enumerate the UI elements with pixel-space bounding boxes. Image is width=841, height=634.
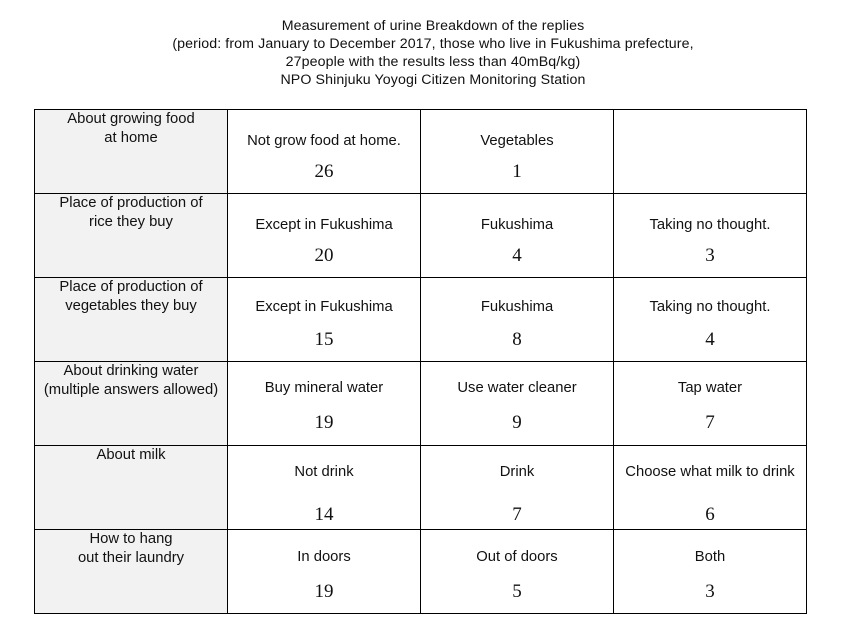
answer-cell: Both 3 [613, 529, 807, 614]
answer-count: 14 [314, 504, 334, 525]
answer-label: Buy mineral water [264, 380, 384, 396]
question-text: vegetables they buy [65, 298, 197, 314]
question-cell: About milk [34, 445, 228, 530]
answer-cell: Tap water 7 [613, 361, 807, 446]
header-sample: 27people with the results less than 40mB… [285, 54, 581, 70]
survey-table: About growing food at home Not grow food… [34, 109, 807, 614]
answer-cell: Except in Fukushima 20 [227, 193, 421, 278]
answer-count: 4 [705, 329, 715, 350]
answer-cell-empty [613, 109, 807, 194]
answer-label: Drink [499, 464, 535, 480]
answer-cell: Taking no thought. 3 [613, 193, 807, 278]
answer-count: 3 [705, 581, 715, 602]
answer-cell: Except in Fukushima 15 [227, 277, 421, 362]
question-cell: About drinking water (multiple answers a… [34, 361, 228, 446]
table-row: Place of production of rice they buy Exc… [34, 193, 807, 278]
answer-count: 1 [512, 161, 522, 182]
question-cell: About growing food at home [34, 109, 228, 194]
answer-count: 9 [512, 412, 522, 433]
answer-count: 15 [314, 329, 334, 350]
answer-label: Use water cleaner [457, 380, 577, 396]
answer-cell: Vegetables 1 [420, 109, 614, 194]
table-row: How to hang out their laundry In doors 1… [34, 529, 807, 614]
answer-cell: Choose what milk to drink 6 [613, 445, 807, 530]
header-title: Measurement of urine Breakdown of the re… [281, 18, 585, 34]
answer-cell: Out of doors 5 [420, 529, 614, 614]
answer-cell: Fukushima 4 [420, 193, 614, 278]
answer-count: 26 [314, 161, 334, 182]
report-header: Measurement of urine Breakdown of the re… [0, 17, 841, 89]
answer-cell: Drink 7 [420, 445, 614, 530]
answer-count: 4 [512, 245, 522, 266]
answer-cell: Taking no thought. 4 [613, 277, 807, 362]
answer-label: Except in Fukushima [255, 217, 393, 233]
answer-count: 19 [314, 412, 334, 433]
answer-cell: Use water cleaner 9 [420, 361, 614, 446]
question-text: About growing food [67, 111, 195, 127]
answer-label: Vegetables [480, 133, 554, 149]
answer-label: Tap water [677, 380, 743, 396]
answer-count: 8 [512, 329, 522, 350]
answer-label: Fukushima [480, 217, 554, 233]
question-text: Place of production of [59, 195, 203, 211]
question-cell: Place of production of rice they buy [34, 193, 228, 278]
answer-count: 3 [705, 245, 715, 266]
answer-count: 7 [512, 504, 522, 525]
answer-label: Not drink [294, 464, 354, 480]
question-text: at home [104, 130, 158, 146]
answer-label: Choose what milk to drink [625, 464, 795, 480]
question-cell: Place of production of vegetables they b… [34, 277, 228, 362]
table-row: Place of production of vegetables they b… [34, 277, 807, 362]
question-text: Place of production of [59, 279, 203, 295]
table-row: About drinking water (multiple answers a… [34, 361, 807, 446]
answer-label: Taking no thought. [649, 299, 771, 315]
header-organization: NPO Shinjuku Yoyogi Citizen Monitoring S… [280, 72, 586, 88]
answer-cell: Not drink 14 [227, 445, 421, 530]
answer-count: 6 [705, 504, 715, 525]
header-period: (period: from January to December 2017, … [172, 36, 694, 52]
question-text: About drinking water [63, 363, 199, 379]
answer-label: Not grow food at home. [247, 133, 401, 149]
answer-count: 19 [314, 581, 334, 602]
question-text: (multiple answers allowed) [43, 382, 219, 398]
table-row: About milk Not drink 14 Drink 7 Choose w… [34, 445, 807, 530]
answer-cell: Buy mineral water 19 [227, 361, 421, 446]
answer-cell: Not grow food at home. 26 [227, 109, 421, 194]
answer-label: Taking no thought. [649, 217, 771, 233]
answer-label: Both [694, 549, 726, 565]
question-text: About milk [96, 447, 166, 463]
answer-label: Except in Fukushima [255, 299, 393, 315]
table-row: About growing food at home Not grow food… [34, 109, 807, 194]
answer-label: In doors [297, 549, 351, 565]
answer-cell: In doors 19 [227, 529, 421, 614]
answer-count: 5 [512, 581, 522, 602]
question-text: rice they buy [89, 214, 173, 230]
answer-cell: Fukushima 8 [420, 277, 614, 362]
question-text: How to hang [89, 531, 173, 547]
answer-count: 20 [314, 245, 334, 266]
question-text: out their laundry [77, 550, 185, 566]
question-cell: How to hang out their laundry [34, 529, 228, 614]
answer-label: Out of doors [476, 549, 558, 565]
answer-count: 7 [705, 412, 715, 433]
answer-label: Fukushima [480, 299, 554, 315]
